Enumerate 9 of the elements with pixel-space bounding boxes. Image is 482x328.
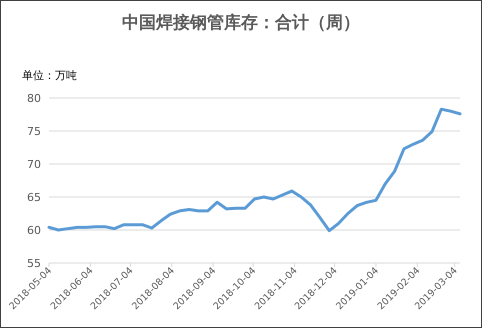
chart-title: 中国焊接钢管库存：合计（周） — [122, 13, 360, 33]
y-tick-label: 70 — [27, 158, 41, 171]
line-series — [48, 108, 462, 232]
y-tick-label: 55 — [27, 257, 41, 270]
y-tick-label: 60 — [27, 224, 41, 237]
y-tick-label: 75 — [27, 125, 41, 138]
y-axis-title: 单位：万吨 — [22, 69, 77, 82]
y-tick-label: 65 — [27, 191, 41, 204]
y-tick-label: 80 — [27, 92, 41, 105]
